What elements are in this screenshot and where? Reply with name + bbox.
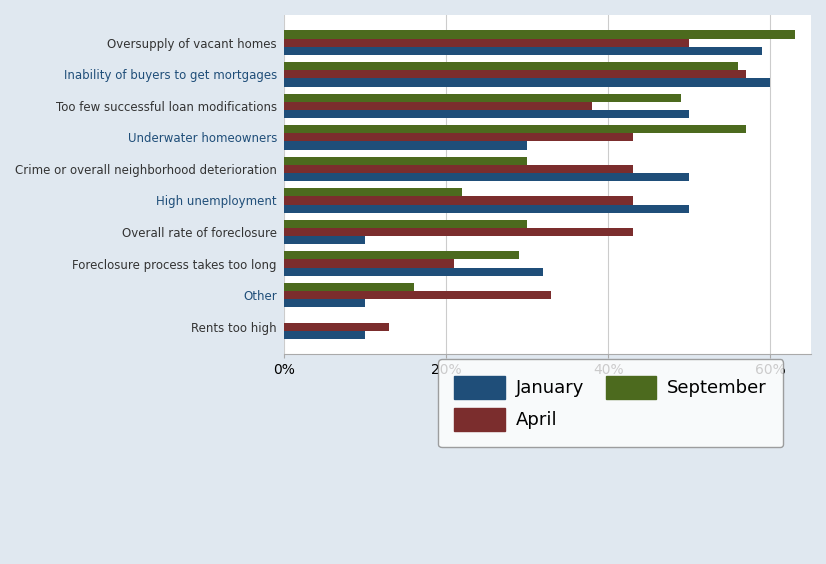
Bar <box>284 228 633 236</box>
Bar <box>284 220 527 228</box>
Bar <box>284 299 365 307</box>
Bar <box>284 47 762 55</box>
Bar <box>284 291 552 299</box>
Bar <box>284 38 690 47</box>
Bar <box>284 30 795 38</box>
Bar <box>284 173 690 181</box>
Bar <box>284 236 365 244</box>
Bar <box>284 323 389 331</box>
Bar <box>284 70 746 78</box>
Bar <box>284 188 463 196</box>
Bar <box>284 268 544 276</box>
Bar <box>284 283 414 291</box>
Bar <box>284 102 592 110</box>
Bar <box>284 196 633 205</box>
Bar <box>284 62 738 70</box>
Bar <box>284 110 690 118</box>
Bar <box>284 157 527 165</box>
Bar <box>284 259 454 268</box>
Bar <box>284 142 527 149</box>
Bar <box>284 125 746 133</box>
Bar <box>284 252 519 259</box>
Bar <box>284 165 633 173</box>
Bar <box>284 78 771 87</box>
Bar <box>284 205 690 213</box>
Bar <box>284 94 681 102</box>
Bar <box>284 331 365 339</box>
Bar <box>284 133 633 142</box>
Legend: January, April, September: January, April, September <box>438 359 783 447</box>
